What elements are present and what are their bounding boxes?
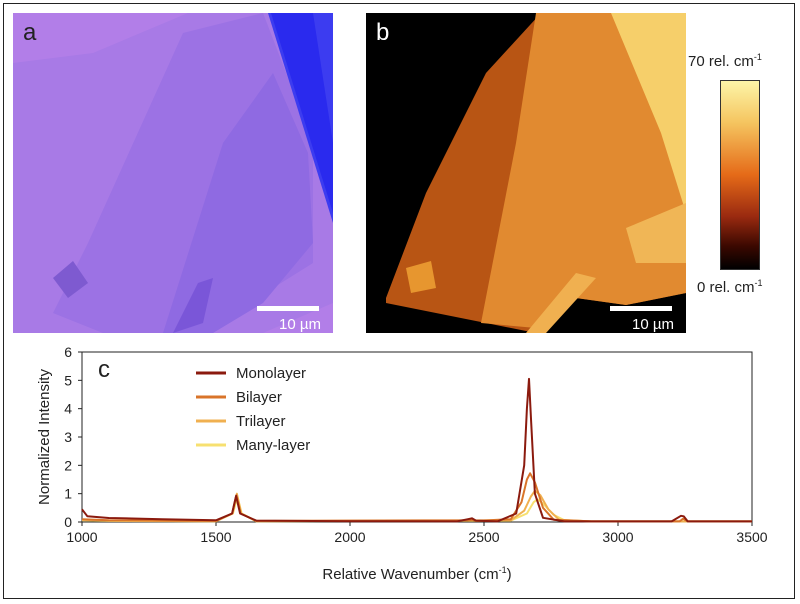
figure-frame [3, 3, 795, 599]
x-tick-label: 2500 [468, 529, 499, 545]
plot-frame [81, 351, 753, 523]
y-tick-label: 6 [64, 344, 72, 360]
y-tick-label: 1 [64, 486, 72, 502]
x-tick-label: 1000 [66, 529, 97, 545]
legend-label: Monolayer [236, 365, 306, 382]
raman-map-panel: b 10 µm [366, 13, 686, 333]
x-axis-label: Relative Wavenumber (cm-1) [322, 565, 511, 583]
x-tick-label: 1500 [200, 529, 231, 545]
optical-image [13, 13, 333, 333]
y-axis-label: Normalized Intensity [36, 369, 53, 505]
panel-c-letter: c [98, 356, 110, 383]
legend-label: Bilayer [236, 389, 282, 406]
legend-label: Trilayer [236, 413, 285, 430]
y-tick-label: 4 [64, 401, 72, 417]
raman-map-image [366, 13, 686, 333]
panel-a-letter: a [23, 19, 37, 46]
scale-bar [610, 306, 672, 311]
y-tick-label: 2 [64, 457, 72, 473]
raman-spectrum-chart: 1000 1500 2000 2500 3000 3500 0 1 2 3 4 5 6 Monolaye… [36, 344, 768, 583]
legend-label: Many-layer [236, 437, 310, 454]
legend: Monolayer Bilayer Trilayer Many-layer [196, 365, 310, 454]
colorbar-max-label: 70 rel. cm-1 [688, 52, 762, 70]
y-tick-label: 3 [64, 429, 72, 445]
y-tick-label: 5 [64, 372, 72, 388]
series-line-monolayer [81, 377, 752, 523]
scale-bar-label: 10 µm [279, 316, 321, 333]
axes: 1000 1500 2000 2500 3000 3500 0 1 2 3 4 5 6 [64, 344, 768, 545]
plot-area [81, 351, 753, 523]
y-tick-label: 0 [64, 514, 72, 530]
x-tick-label: 3500 [736, 529, 767, 545]
x-tick-label: 2000 [334, 529, 365, 545]
series-lines [81, 377, 752, 523]
colorbar-min-label: 0 rel. cm-1 [697, 278, 763, 296]
x-tick-label: 3000 [602, 529, 633, 545]
scale-bar [257, 306, 319, 311]
optical-micrograph-panel: a 10 µm [13, 13, 333, 333]
colorbar [720, 80, 760, 270]
panel-b-letter: b [376, 19, 390, 46]
scale-bar-label: 10 µm [632, 316, 674, 333]
